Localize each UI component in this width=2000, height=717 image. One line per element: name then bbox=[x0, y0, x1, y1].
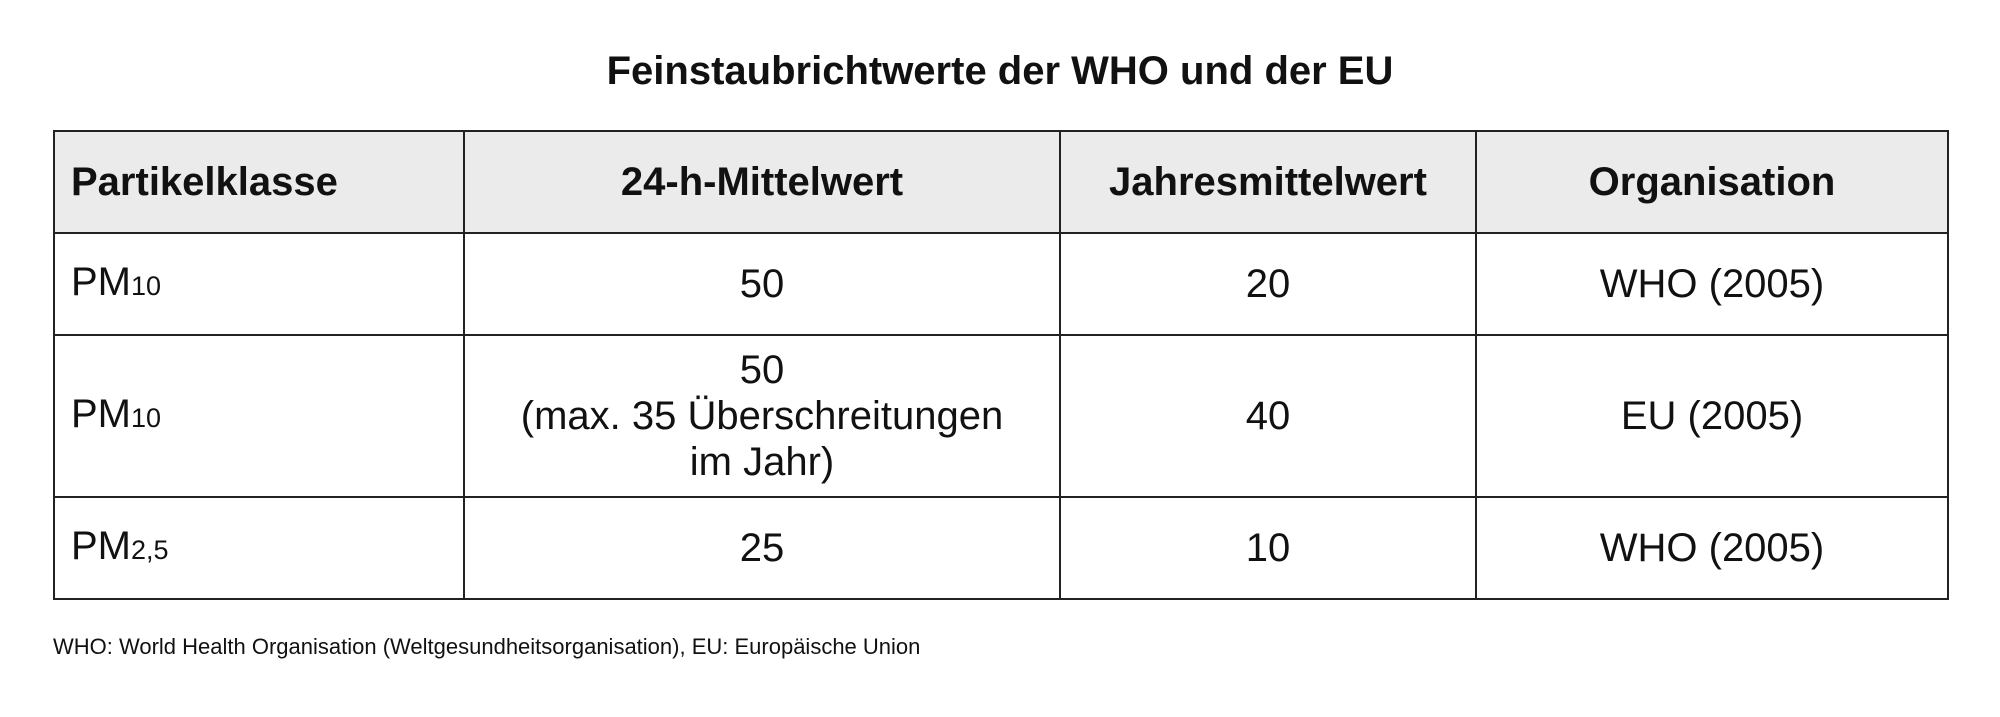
particle-subscript: 10 bbox=[131, 271, 162, 301]
cell-24h-mean: 50 (max. 35 Überschreitungen im Jahr) bbox=[463, 334, 1061, 498]
cell-organisation: WHO (2005) bbox=[1475, 496, 1949, 600]
header-organisation: Organisation bbox=[1475, 130, 1949, 234]
cell-24h-mean: 50 bbox=[463, 232, 1061, 336]
limits-table: Partikelklasse 24-h-Mittelwert Jahresmit… bbox=[53, 130, 1949, 600]
particle-subscript: 2,5 bbox=[131, 535, 169, 565]
cell-particle-class: PM2,5 bbox=[53, 496, 465, 600]
particle-label: PM bbox=[71, 260, 131, 304]
table-row: PM10 50 20 WHO (2005) bbox=[53, 232, 1949, 336]
cell-particle-class: PM10 bbox=[53, 334, 465, 498]
daily-value: 50 bbox=[739, 348, 785, 392]
cell-24h-mean: 25 bbox=[463, 496, 1061, 600]
particle-label: PM bbox=[71, 524, 131, 568]
particle-label: PM bbox=[71, 392, 131, 436]
daily-note-line-2: im Jahr) bbox=[689, 440, 835, 484]
header-particle-class: Partikelklasse bbox=[53, 130, 465, 234]
cell-annual-mean: 40 bbox=[1059, 334, 1477, 498]
footnote: WHO: World Health Organisation (Weltgesu… bbox=[53, 634, 921, 659]
cell-organisation: EU (2005) bbox=[1475, 334, 1949, 498]
particle-subscript: 10 bbox=[131, 403, 162, 433]
header-annual-mean: Jahresmittelwert bbox=[1059, 130, 1477, 234]
daily-value: 50 bbox=[739, 262, 785, 306]
table-row: PM10 50 (max. 35 Überschreitungen im Jah… bbox=[53, 334, 1949, 498]
table-header-row: Partikelklasse 24-h-Mittelwert Jahresmit… bbox=[53, 130, 1949, 234]
page-title: Feinstaubrichtwerte der WHO und der EU bbox=[606, 49, 1394, 93]
cell-particle-class: PM10 bbox=[53, 232, 465, 336]
cell-annual-mean: 20 bbox=[1059, 232, 1477, 336]
daily-value: 25 bbox=[739, 526, 785, 570]
daily-note-line-1: (max. 35 Überschreitungen bbox=[520, 394, 1004, 438]
cell-annual-mean: 10 bbox=[1059, 496, 1477, 600]
cell-organisation: WHO (2005) bbox=[1475, 232, 1949, 336]
header-24h-mean: 24-h-Mittelwert bbox=[463, 130, 1061, 234]
table-row: PM2,5 25 10 WHO (2005) bbox=[53, 496, 1949, 600]
